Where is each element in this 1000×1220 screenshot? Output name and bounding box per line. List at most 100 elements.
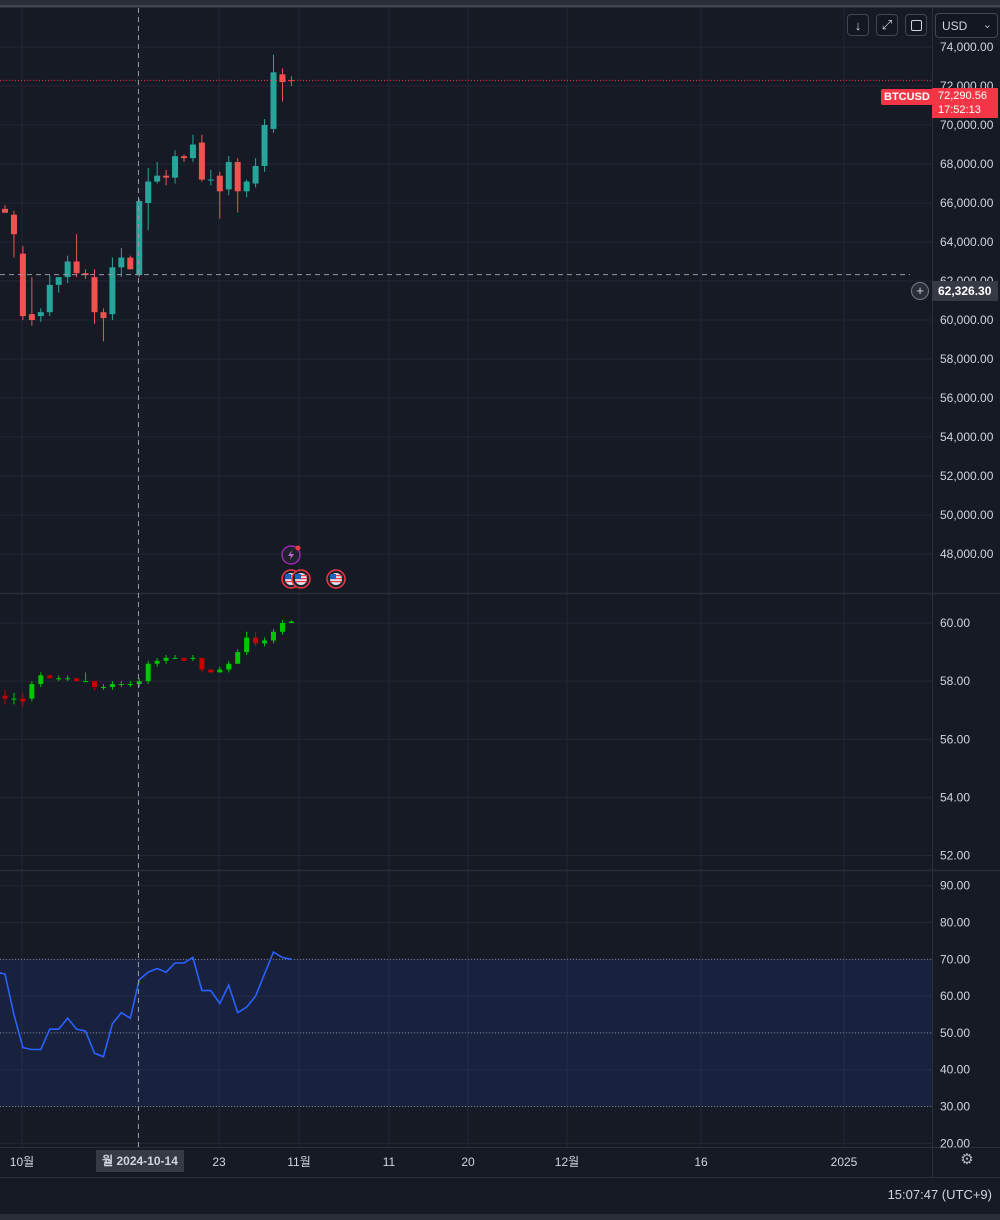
candle — [225, 156, 232, 196]
candle-body — [198, 142, 205, 180]
candle-body — [154, 660, 160, 664]
candle — [29, 681, 35, 702]
square-icon — [910, 19, 922, 31]
top-bar-divider — [0, 5, 1000, 7]
event-dot — [295, 545, 301, 551]
flag-stripe — [330, 581, 342, 583]
us-flag-event-icon — [291, 569, 311, 589]
candle-body — [199, 657, 205, 670]
y-tick-label: 54,000.00 — [940, 430, 994, 444]
x-tick-label: 11월 — [287, 1155, 311, 1169]
candle-body — [28, 314, 35, 320]
candle — [64, 255, 71, 283]
candle-body — [261, 125, 268, 166]
candle — [19, 245, 26, 320]
candle — [172, 150, 179, 184]
collapse-button[interactable]: ⤢ — [876, 14, 898, 36]
x-tick-label: 2025 — [831, 1155, 858, 1169]
candle — [92, 681, 97, 690]
chart-svg[interactable]: 74,000.0072,000.0070,000.0068,000.0066,0… — [0, 0, 1000, 1177]
candle-body — [208, 669, 214, 673]
x-tick-label: 20 — [461, 1155, 475, 1169]
candle-body — [2, 695, 8, 699]
candle — [207, 169, 214, 186]
arrow-down-icon: ↓ — [854, 17, 862, 33]
candle-body — [37, 312, 44, 317]
y-tick-label: 52,000.00 — [940, 469, 994, 483]
candle — [181, 657, 187, 661]
candle-body — [136, 201, 143, 276]
candle-body — [207, 179, 214, 181]
candle-body — [56, 678, 62, 680]
candle — [127, 255, 134, 270]
y-tick-label: 70,000.00 — [940, 118, 994, 132]
candle — [55, 277, 62, 293]
chevron-down-icon: ⌄ — [982, 19, 992, 31]
candle — [56, 675, 62, 682]
candle-body — [136, 681, 142, 685]
candle-body — [279, 74, 286, 83]
candle-body — [226, 663, 232, 670]
us-flag-event-icon — [326, 569, 346, 589]
candle — [73, 234, 80, 278]
candle-body — [74, 678, 80, 682]
download-button[interactable]: ↓ — [847, 14, 869, 36]
candle — [109, 681, 115, 690]
candle-body — [225, 162, 232, 190]
flag-canton — [285, 574, 291, 579]
candle — [235, 649, 241, 664]
candle — [100, 308, 107, 342]
countdown: 17:52:13 — [938, 104, 981, 116]
gear-icon[interactable]: ⚙ — [960, 1151, 974, 1168]
y-tick-label: 60,000.00 — [940, 313, 994, 327]
candle-body — [47, 675, 53, 679]
candle-body — [109, 267, 116, 315]
candle-body — [83, 681, 89, 683]
candle — [270, 54, 277, 133]
crosshair-date-tag: 월 2024-10-14 — [96, 1150, 184, 1172]
candle — [198, 134, 205, 182]
x-tick-label: 16 — [694, 1155, 708, 1169]
candle — [190, 655, 196, 661]
candle-body — [154, 175, 161, 182]
candle-body — [100, 312, 107, 319]
y-tick-label: 60.00 — [940, 616, 970, 630]
candle — [2, 204, 8, 213]
candle — [127, 681, 133, 687]
candle — [181, 154, 187, 163]
flag-stripe — [285, 581, 297, 583]
y-tick-label: 90.00 — [940, 879, 970, 893]
candle-body — [65, 678, 71, 680]
y-tick-label: 50,000.00 — [940, 508, 994, 522]
currency-select[interactable]: USD ⌄ — [935, 13, 998, 38]
candle-body — [253, 637, 259, 644]
candle — [163, 169, 170, 186]
candle-body — [181, 156, 187, 159]
y-tick-label: 80.00 — [940, 916, 970, 930]
candle-body — [217, 669, 223, 673]
y-tick-label: 68,000.00 — [940, 157, 994, 171]
fullscreen-button[interactable] — [905, 14, 927, 36]
flag-canton — [295, 574, 301, 579]
candle — [226, 660, 232, 673]
candle — [217, 666, 223, 673]
candle-body — [243, 181, 250, 192]
y-tick-label: 56.00 — [940, 732, 970, 746]
add-alert-plus-icon[interactable]: + — [911, 282, 929, 300]
candle — [279, 620, 285, 635]
y-tick-label: 66,000.00 — [940, 196, 994, 210]
candle-body — [190, 657, 196, 659]
x-tick-label: 23 — [212, 1155, 226, 1169]
candle — [172, 655, 178, 659]
last-price-tag: 72,290.56 17:52:13 — [932, 88, 998, 118]
timezone-clock[interactable]: 15:07:47 (UTC+9) — [887, 1187, 992, 1202]
y-tick-label: 30.00 — [940, 1100, 970, 1114]
y-tick-label: 50.00 — [940, 1026, 970, 1040]
symbol-label: BTCUSD — [881, 89, 933, 105]
y-tick-label: 74,000.00 — [940, 40, 994, 54]
y-tick-label: 52.00 — [940, 848, 970, 862]
candle-body — [172, 657, 178, 659]
candle — [208, 669, 214, 673]
crosshair-price-tag: 62,326.30 — [932, 281, 998, 301]
y-tick-label: 58,000.00 — [940, 352, 994, 366]
